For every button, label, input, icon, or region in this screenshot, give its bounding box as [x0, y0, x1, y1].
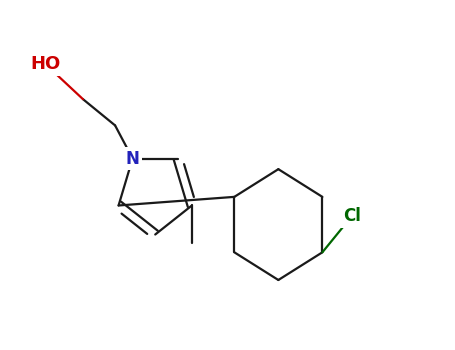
Text: N: N	[126, 149, 140, 168]
Text: HO: HO	[30, 55, 61, 73]
Text: Cl: Cl	[343, 207, 361, 225]
